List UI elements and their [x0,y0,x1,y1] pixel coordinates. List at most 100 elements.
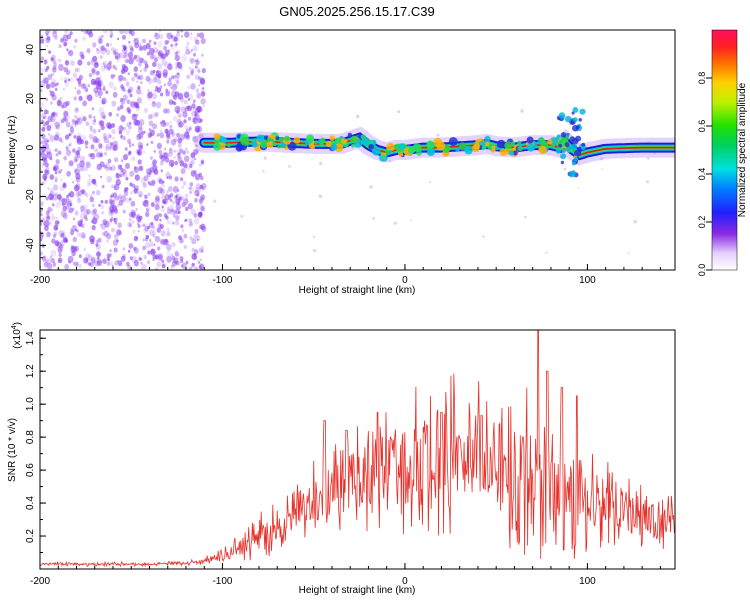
noise-dot [137,127,144,134]
track-blob [481,145,486,150]
noise-dot [150,70,154,76]
noise-dot [161,264,166,269]
noise-dot [84,192,89,198]
noise-dot [178,235,183,241]
noise-dot [154,112,159,118]
noise-dot [95,239,100,244]
track-blob [578,118,582,122]
noise-dot [165,108,171,114]
noise-dot [72,180,75,184]
track-blob [398,151,404,157]
noise-dot [134,174,140,181]
noise-dot [167,63,173,70]
noise-dot [189,266,193,270]
noise-dot [520,109,524,113]
noise-dot [124,147,128,151]
noise-dot [83,204,88,210]
noise-dot [95,70,100,76]
noise-dot [53,224,59,231]
noise-dot [92,80,95,84]
track-blob [320,137,326,143]
noise-dot [113,144,119,151]
noise-dot [200,223,206,230]
noise-dot [122,126,126,131]
noise-dot [90,152,96,160]
noise-dot [153,150,156,153]
noise-dot [88,133,94,140]
noise-dot [122,65,129,73]
noise-dot [54,134,60,141]
noise-dot [55,131,60,138]
noise-dot [157,40,163,48]
noise-dot [80,232,86,239]
noise-dot [93,148,97,153]
noise-dot [114,52,121,60]
noise-dot [40,217,46,223]
noise-dot [120,98,126,105]
noise-dot [164,128,169,134]
track-blob [564,115,572,123]
spectrogram-frame [39,29,676,271]
noise-dot [113,217,117,222]
noise-dot [175,66,178,70]
noise-dot [152,233,156,238]
noise-dot [60,168,63,172]
noise-dot [59,184,65,192]
noise-dot [74,120,79,126]
noise-dot [143,254,147,260]
noise-dot [51,54,56,61]
track-blob [278,136,285,143]
noise-dot [157,246,161,251]
track-blob [572,107,579,113]
noise-dot [183,155,190,163]
noise-dot [97,260,101,264]
noise-dot [130,209,133,212]
noise-dot [93,87,99,94]
noise-dot [40,251,43,256]
noise-dot [190,112,194,117]
noise-dot [91,119,97,126]
noise-dot [131,156,136,162]
noise-dot [161,200,165,204]
noise-dot [147,77,153,85]
noise-dot [122,247,126,251]
noise-dot [41,139,47,146]
noise-dot [125,59,129,64]
noise-dot [174,250,179,257]
noise-dot [173,257,179,264]
noise-dot [176,30,180,34]
noise-dot [99,96,102,99]
noise-dot [49,255,53,259]
noise-dot [152,123,158,130]
noise-dot [76,77,79,81]
noise-dot [177,72,180,75]
track-blob [325,140,333,148]
noise-dot [113,247,118,253]
track-blob [412,143,422,152]
track-blob [388,149,392,154]
noise-dot [99,46,102,49]
noise-dot [72,148,76,153]
noise-dot [157,69,162,75]
noise-dot [180,177,184,182]
noise-dot [182,198,189,206]
noise-dot [146,235,150,239]
noise-dot [147,250,151,255]
noise-dot [84,140,89,146]
noise-dot [103,135,107,141]
noise-dot [91,256,96,262]
noise-dot [103,65,107,69]
snr-series [40,330,675,568]
snr-y-ticks: 0.2 0.4 0.6 0.8 1.0 1.2 1.4 [25,331,46,554]
noise-dot [109,142,114,147]
noise-dot [45,30,50,36]
noise-dot [62,34,69,42]
noise-dot [94,212,98,217]
noise-dot [100,124,105,131]
noise-dot [127,51,134,59]
track-blob [313,140,318,145]
noise-dot [169,198,173,202]
noise-dot [190,170,196,177]
noise-dot [90,219,94,224]
track-blob [577,146,582,152]
